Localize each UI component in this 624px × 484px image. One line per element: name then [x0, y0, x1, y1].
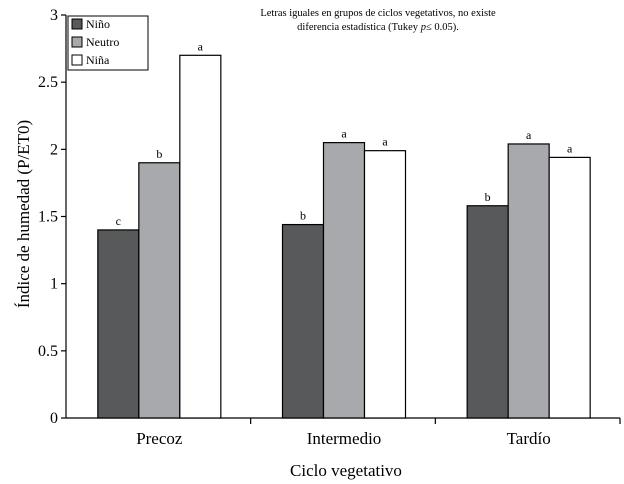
y-tick-label: 1: [50, 276, 58, 293]
y-tick-label: 2: [50, 141, 58, 158]
y-tick-label: 3: [50, 7, 58, 24]
x-category-label: Tardío: [507, 429, 551, 448]
annotation-text-end: ≤ 0.05).: [426, 22, 459, 33]
bar-significance-label: a: [198, 39, 204, 53]
y-tick-label: 2.5: [38, 74, 58, 91]
y-tick-label: 1.5: [38, 209, 58, 226]
bar-significance-label: c: [116, 214, 121, 228]
annotation-line-2: diferencia estadística (Tukey p≤ 0.05).: [297, 22, 459, 33]
bar-niña-intermedio: [363, 150, 407, 419]
axes-layer: 0 0.5 1 1.5 2 2.5 3 Precoz Intermedio Tardío: [38, 7, 621, 448]
legend-label-nina: Niña: [86, 53, 110, 67]
legend: Niño Neutro Niña: [67, 15, 149, 71]
bar-neutro-precoz: [138, 162, 181, 419]
annotation-p-symbol: p: [420, 22, 426, 33]
bar-significance-label: b: [485, 190, 491, 204]
bars-layer: [97, 54, 591, 419]
annotation-text: diferencia estadística (Tukey: [297, 22, 421, 33]
bar-significance-label: a: [526, 128, 532, 142]
bar-neutro-intermedio: [322, 142, 366, 419]
x-category-label: Intermedio: [307, 429, 382, 448]
x-category-label: Precoz: [136, 429, 183, 448]
legend-label-nino: Niño: [86, 17, 110, 31]
bar-letter-labels: c b a b a a b a a: [116, 39, 573, 228]
bar-niño-precoz: [97, 229, 140, 419]
legend-label-neutro: Neutro: [86, 35, 119, 49]
y-tick-label: 0.5: [38, 343, 58, 360]
bar-niño-tardío: [466, 205, 509, 419]
legend-swatch-nino: [71, 18, 83, 30]
y-tick-label: 0: [50, 410, 58, 427]
bar-neutro-tardío: [507, 143, 550, 419]
bar-niña-precoz: [179, 54, 222, 419]
annotation-line-1: Letras iguales en grupos de ciclos veget…: [260, 8, 496, 19]
bar-significance-label: b: [300, 209, 306, 223]
legend-swatch-neutro: [71, 36, 83, 48]
y-axis-title: Índice de humedad (P/ET0): [14, 120, 33, 308]
bar-significance-label: a: [382, 135, 388, 149]
bar-significance-label: a: [567, 141, 573, 155]
bar-significance-label: a: [341, 127, 347, 141]
x-axis-title: Ciclo vegetativo: [290, 461, 402, 480]
legend-swatch-nina: [71, 54, 83, 66]
bar-significance-label: b: [156, 147, 162, 161]
bar-niña-tardío: [548, 156, 591, 419]
bar-niño-intermedio: [281, 223, 325, 419]
